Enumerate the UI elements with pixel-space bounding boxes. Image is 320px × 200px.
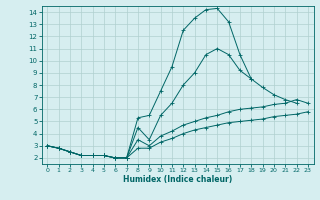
X-axis label: Humidex (Indice chaleur): Humidex (Indice chaleur) (123, 175, 232, 184)
